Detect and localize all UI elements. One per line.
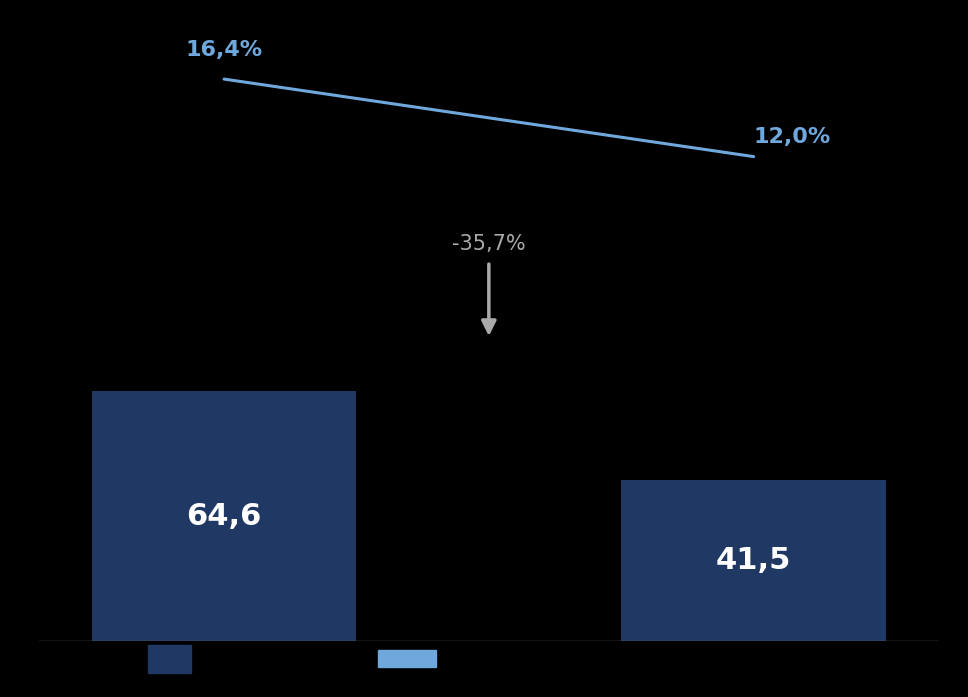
Bar: [92, 391, 356, 641]
Text: 16,4%: 16,4%: [186, 40, 262, 60]
Text: -35,7%: -35,7%: [452, 233, 526, 254]
Text: 41,5: 41,5: [716, 546, 791, 575]
Bar: [621, 480, 886, 641]
Text: 64,6: 64,6: [187, 502, 261, 530]
Text: 12,0%: 12,0%: [754, 128, 831, 147]
